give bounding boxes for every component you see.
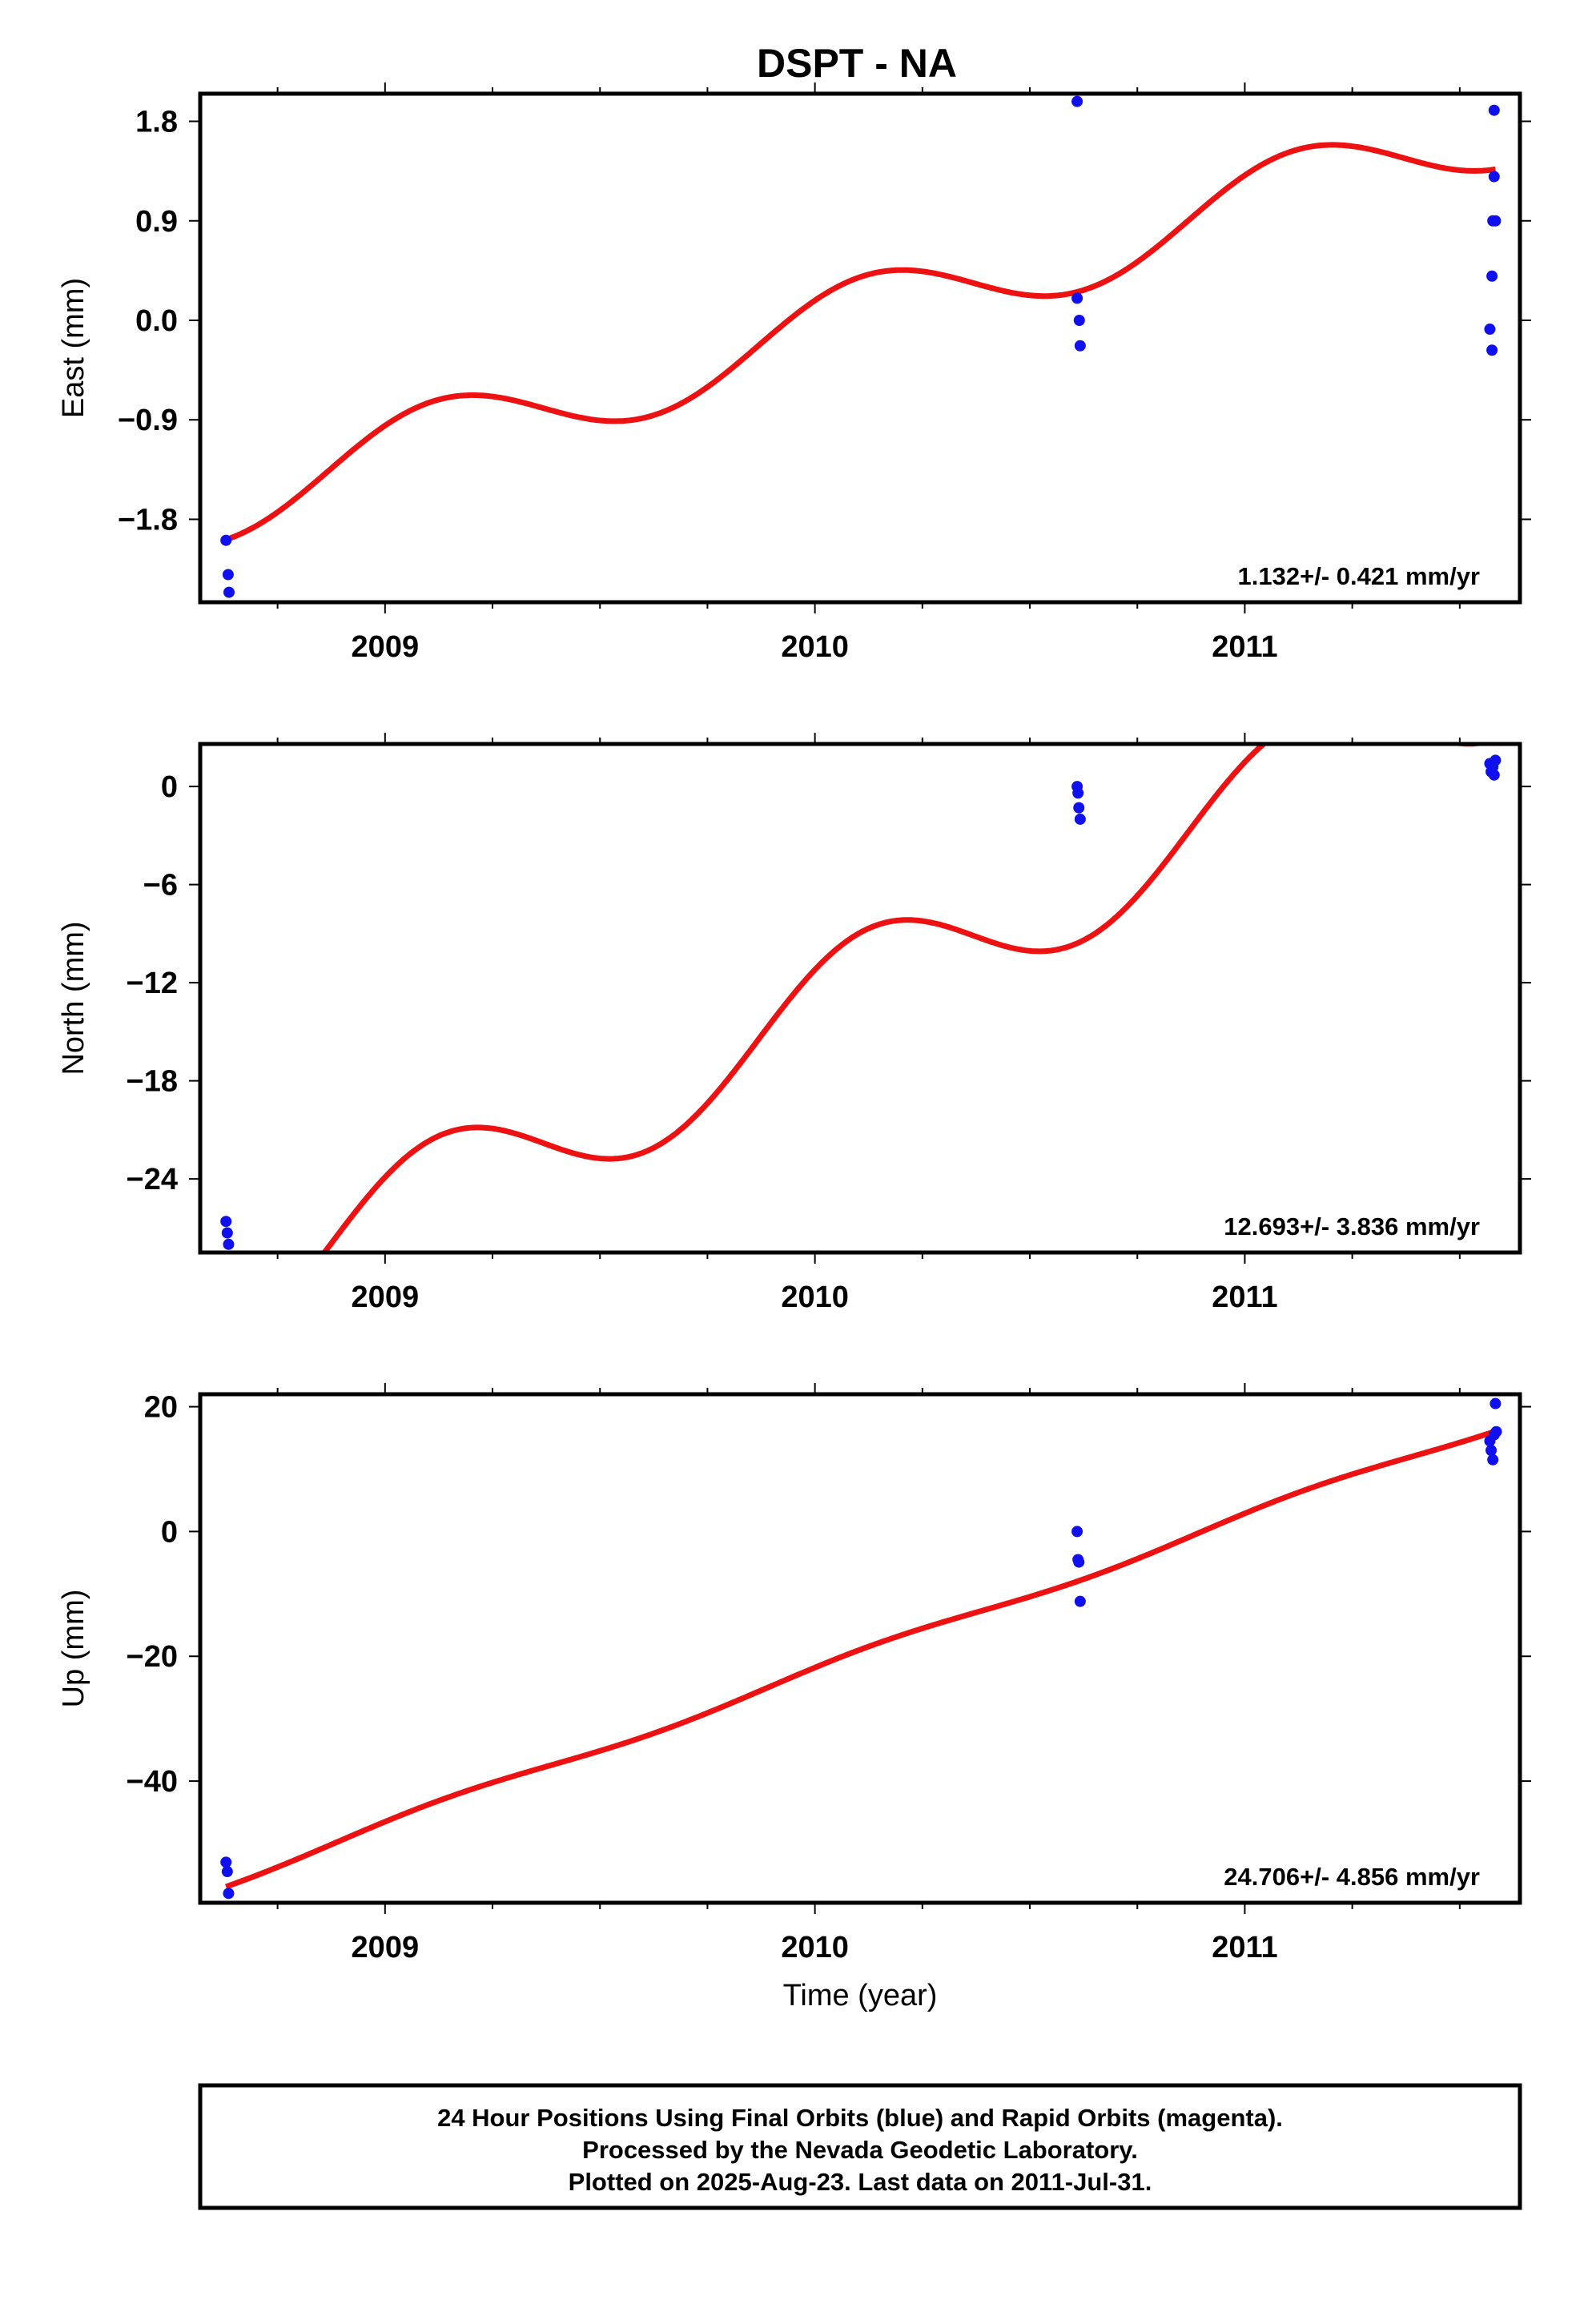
x-tick-label: 2011	[1212, 630, 1277, 664]
data-point	[1486, 270, 1498, 282]
x-tick-label: 2010	[781, 1281, 849, 1314]
footer-box: 24 Hour Positions Using Final Orbits (bl…	[198, 2083, 1522, 2210]
data-point	[1487, 1454, 1499, 1466]
data-point	[222, 569, 234, 581]
y-tick-label: −0.9	[118, 404, 178, 437]
data-point	[1485, 1445, 1498, 1457]
footer-line-2: Processed by the Nevada Geodetic Laborat…	[582, 2136, 1138, 2164]
panel-east: 2009 2010 2011 1.8 0.9 0.0 −0.9 −1.8 East (mm) 1.…	[57, 82, 1531, 664]
y-tick-label: −6	[143, 869, 178, 903]
data-point	[1073, 802, 1085, 814]
plot-frame	[198, 742, 1522, 1255]
data-point	[1073, 314, 1085, 326]
y-tick-label: −24	[127, 1163, 178, 1196]
data-point	[221, 1227, 233, 1239]
y-tick-label: 1.8	[135, 106, 178, 139]
data-point	[223, 1238, 235, 1250]
y-tick-label: −20	[127, 1640, 178, 1674]
y-axis-label: North (mm)	[57, 921, 90, 1075]
y-tick-label: 0.9	[135, 205, 178, 239]
data-point	[1071, 292, 1083, 304]
data-point	[221, 1866, 233, 1878]
panels: 2009 2010 2011 1.8 0.9 0.0 −0.9 −1.8 East (mm) 1.…	[57, 82, 1531, 2012]
data-point	[1490, 1425, 1502, 1437]
data-point	[1072, 787, 1084, 799]
model-curve	[320, 744, 1492, 1252]
data-point	[1488, 104, 1500, 116]
footer-frame	[198, 2083, 1522, 2210]
footer-line-1: 24 Hour Positions Using Final Orbits (bl…	[437, 2104, 1283, 2132]
data-point	[1489, 1397, 1502, 1409]
data-point	[223, 1888, 235, 1900]
y-axis-label: Up (mm)	[57, 1590, 90, 1708]
panel-north: 2009 2010 2011 0 −6 −12 −18 −24 North (mm) 12.693…	[57, 733, 1531, 1314]
model-curve	[224, 1428, 1497, 1890]
data-point	[220, 534, 232, 546]
model-curve	[225, 142, 1496, 543]
y-tick-label: 20	[144, 1391, 178, 1425]
footer-line-3: Plotted on 2025-Aug-23. Last data on 201…	[569, 2168, 1152, 2196]
data-point	[1489, 754, 1502, 766]
plot-frame	[198, 1392, 1522, 1905]
data-point	[223, 586, 235, 598]
rate-label: 12.693+/- 3.836 mm/yr	[1224, 1212, 1480, 1240]
panel-up: 2009 2010 2011 20 0 −20 −40 Up (mm) Time (year) 2…	[57, 1383, 1531, 2012]
data-point	[1488, 769, 1500, 781]
x-tick-label: 2010	[781, 630, 849, 664]
data-point	[1073, 1556, 1085, 1568]
y-tick-label: −40	[127, 1765, 178, 1799]
data-point	[220, 1856, 232, 1868]
y-tick-label: 0.0	[135, 304, 178, 338]
chart-title: DSPT - NA	[757, 41, 957, 86]
data-point	[1489, 215, 1502, 227]
x-tick-label: 2011	[1212, 1931, 1277, 1964]
x-tick-label: 2009	[352, 1931, 420, 1964]
x-tick-label: 2010	[781, 1931, 849, 1964]
rate-label: 1.132+/- 0.421 mm/yr	[1238, 562, 1480, 590]
y-tick-label: 0	[161, 1515, 178, 1549]
data-point	[1488, 171, 1500, 183]
data-point	[1074, 1595, 1086, 1607]
rate-label: 24.706+/- 4.856 mm/yr	[1224, 1863, 1480, 1891]
y-axis-label: East (mm)	[57, 278, 90, 418]
data-point	[220, 1216, 232, 1228]
data-point	[1484, 324, 1496, 336]
x-axis-label: Time (year)	[783, 1979, 938, 2012]
data-point	[1071, 1526, 1083, 1538]
y-tick-label: −18	[127, 1065, 178, 1099]
data-point	[1486, 344, 1498, 356]
y-tick-label: −1.8	[118, 503, 178, 537]
data-point	[1074, 813, 1086, 825]
data-point	[1071, 95, 1083, 107]
y-tick-label: −12	[127, 967, 178, 1000]
plot-frame	[198, 91, 1522, 605]
data-point	[1074, 340, 1086, 352]
x-tick-label: 2009	[352, 1281, 420, 1314]
x-tick-label: 2009	[352, 630, 420, 664]
y-tick-label: 0	[161, 770, 178, 804]
x-tick-label: 2011	[1212, 1281, 1277, 1314]
